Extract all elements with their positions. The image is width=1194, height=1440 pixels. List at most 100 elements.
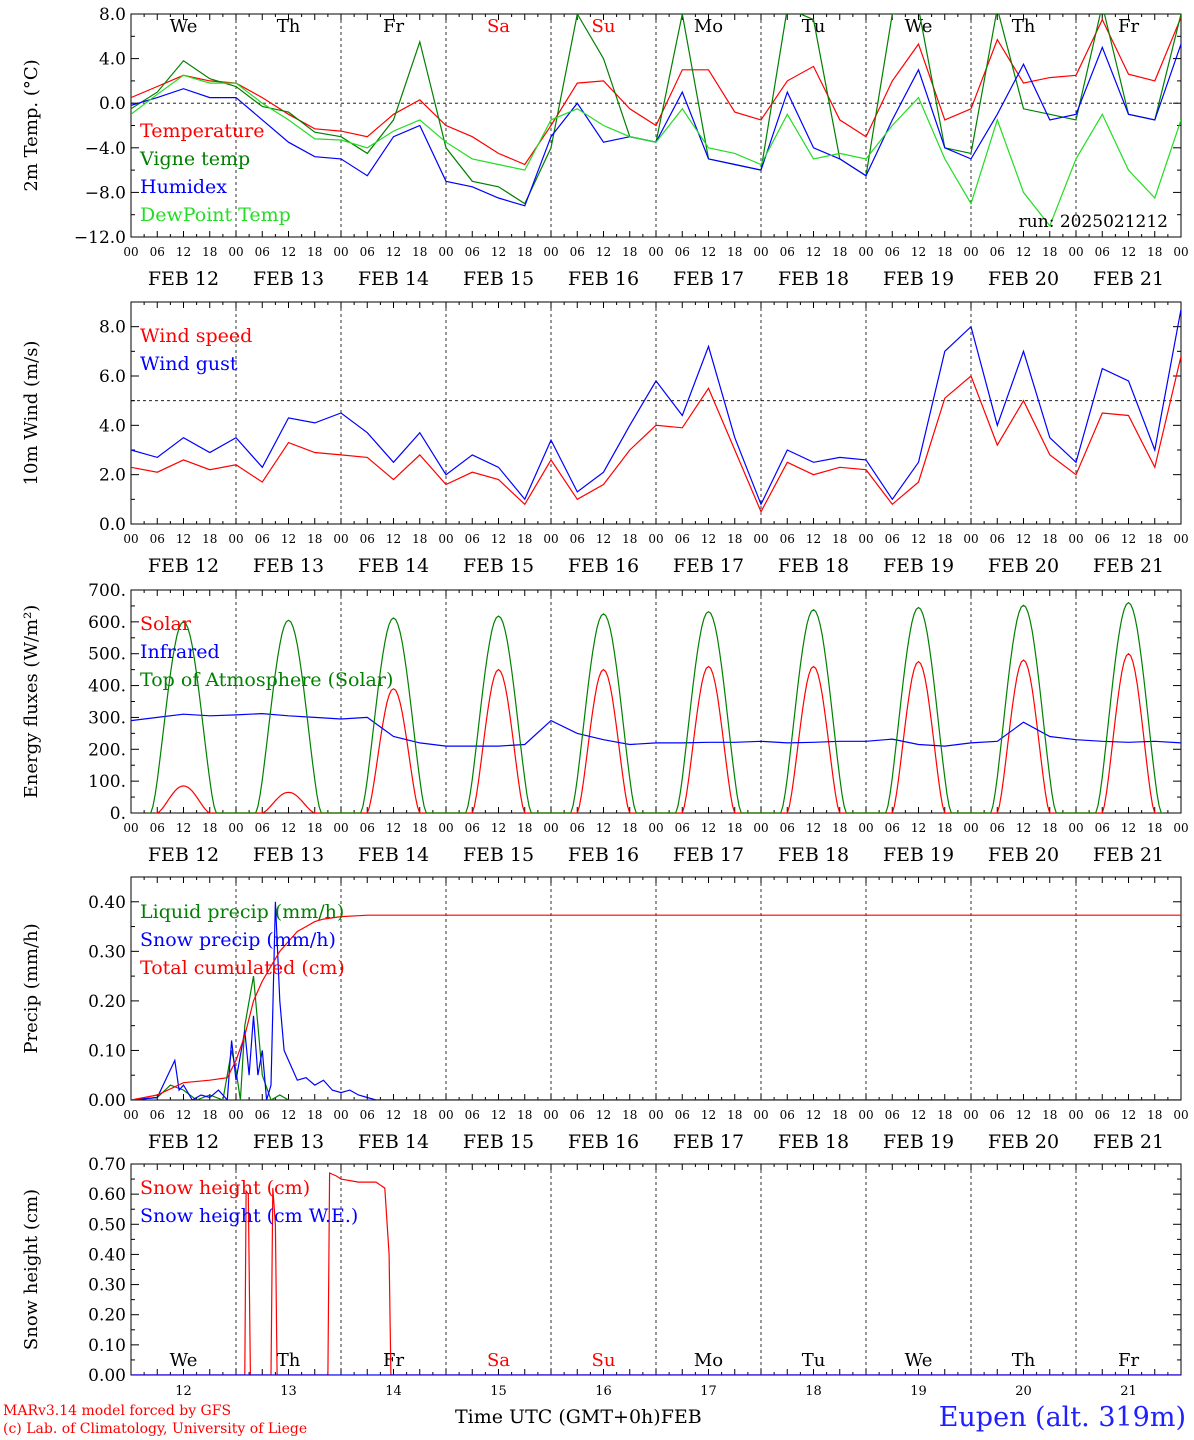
date-label: FEB 12 <box>148 555 219 577</box>
hour-tick-label: 06 <box>465 1108 480 1122</box>
hour-tick-label: 18 <box>622 245 637 259</box>
hour-tick-label: 12 <box>1016 1108 1031 1122</box>
hour-tick-label: 00 <box>1068 532 1083 546</box>
hour-tick-label: 18 <box>517 821 532 835</box>
hour-tick-label: 18 <box>307 245 322 259</box>
weekday-label: We <box>170 16 198 37</box>
series-line-snow-precip-mm-h <box>131 901 1181 1100</box>
hour-tick-label: 00 <box>228 1108 243 1122</box>
hour-tick-label: 12 <box>386 821 401 835</box>
hour-tick-label: 06 <box>1095 821 1110 835</box>
hour-tick-label: 12 <box>176 532 191 546</box>
hour-tick-label: 06 <box>675 245 690 259</box>
hour-tick-label: 18 <box>517 1108 532 1122</box>
hour-tick-label: 18 <box>517 532 532 546</box>
y-tick-label: 300. <box>88 708 126 728</box>
hour-tick-label: 18 <box>832 245 847 259</box>
hour-tick-label: 12 <box>176 821 191 835</box>
hour-tick-label: 06 <box>1095 245 1110 259</box>
y-tick-label: 0. <box>110 804 126 824</box>
hour-tick-label: 18 <box>412 532 427 546</box>
hour-tick-label: 12 <box>596 532 611 546</box>
hour-tick-label: 12 <box>1016 532 1031 546</box>
weekday-label: Tu <box>802 1350 826 1371</box>
weekday-label: Th <box>1012 16 1036 37</box>
date-label: FEB 12 <box>148 268 219 290</box>
date-label: FEB 19 <box>883 268 954 290</box>
date-label: FEB 18 <box>778 268 849 290</box>
date-label: FEB 14 <box>358 1131 429 1153</box>
hour-tick-label: 12 <box>386 245 401 259</box>
weekday-label: Sa <box>487 1350 510 1371</box>
legend-entry: Wind gust <box>140 353 238 375</box>
day-number-label: 14 <box>385 1384 402 1399</box>
legend-entry: Snow height (cm W.E.) <box>140 1205 358 1227</box>
hour-tick-label: 18 <box>1042 532 1057 546</box>
hour-tick-label: 12 <box>386 532 401 546</box>
hour-tick-label: 18 <box>1042 245 1057 259</box>
date-label: FEB 21 <box>1093 555 1164 577</box>
day-number-label: 12 <box>175 1384 192 1399</box>
hour-tick-label: 00 <box>648 245 663 259</box>
date-label: FEB 17 <box>673 1131 744 1153</box>
hour-tick-label: 06 <box>990 821 1005 835</box>
series-line-temperature <box>131 17 1181 166</box>
y-tick-label: 6.0 <box>99 367 126 387</box>
date-label: FEB 17 <box>673 268 744 290</box>
y-tick-label: 0.50 <box>88 1215 126 1235</box>
hour-tick-label: 12 <box>176 245 191 259</box>
hour-tick-label: 12 <box>281 245 296 259</box>
hour-tick-label: 00 <box>963 1108 978 1122</box>
hour-tick-label: 00 <box>1173 245 1188 259</box>
legend-entry: Vigne temp <box>139 148 250 170</box>
hour-tick-label: 12 <box>911 821 926 835</box>
hour-tick-label: 00 <box>753 1108 768 1122</box>
hour-tick-label: 12 <box>911 245 926 259</box>
hour-tick-label: 18 <box>1042 1108 1057 1122</box>
hour-tick-label: 00 <box>123 245 138 259</box>
hour-tick-label: 12 <box>176 1108 191 1122</box>
hour-tick-label: 18 <box>1042 821 1057 835</box>
hour-tick-label: 00 <box>963 821 978 835</box>
weekday-label: Fr <box>383 1350 404 1371</box>
hour-tick-label: 12 <box>1121 1108 1136 1122</box>
hour-tick-label: 12 <box>1121 245 1136 259</box>
y-tick-label: 0.00 <box>88 1091 126 1111</box>
series-line-wind-speed <box>131 356 1181 514</box>
y-axis-label: 10m Wind (m/s) <box>21 341 42 486</box>
y-tick-label: 500. <box>88 645 126 665</box>
hour-tick-label: 12 <box>596 1108 611 1122</box>
hour-tick-label: 00 <box>753 821 768 835</box>
date-label: FEB 15 <box>463 1131 534 1153</box>
day-number-label: 19 <box>910 1384 927 1399</box>
hour-tick-label: 00 <box>438 1108 453 1122</box>
date-label: FEB 20 <box>988 844 1059 866</box>
weekday-label: Mo <box>694 1350 723 1371</box>
hour-tick-label: 18 <box>307 1108 322 1122</box>
hour-tick-label: 06 <box>150 245 165 259</box>
legend-entry: Top of Atmosphere (Solar) <box>140 669 393 691</box>
legend-entry: Snow height (cm) <box>140 1177 310 1199</box>
y-tick-label: −4.0 <box>85 139 126 159</box>
hour-tick-label: 06 <box>465 532 480 546</box>
series-line-top-of-atmosphere-solar <box>148 601 1164 813</box>
hour-tick-label: 18 <box>727 532 742 546</box>
hour-tick-label: 00 <box>1173 1108 1188 1122</box>
model-credit: MARv3.14 model forced by GFS <box>3 1403 232 1419</box>
date-label: FEB 20 <box>988 268 1059 290</box>
date-label: FEB 13 <box>253 555 324 577</box>
hour-tick-label: 00 <box>438 245 453 259</box>
hour-tick-label: 12 <box>1016 245 1031 259</box>
hour-tick-label: 12 <box>1121 532 1136 546</box>
hour-tick-label: 00 <box>1173 532 1188 546</box>
weekday-label: Fr <box>383 16 404 37</box>
hour-tick-label: 12 <box>1121 821 1136 835</box>
weekday-label: Th <box>1012 1350 1036 1371</box>
hour-tick-label: 18 <box>1147 532 1162 546</box>
hour-tick-label: 18 <box>727 821 742 835</box>
hour-tick-label: 18 <box>517 245 532 259</box>
location-label: Eupen (alt. 319m) <box>938 1402 1186 1433</box>
hour-tick-label: 00 <box>228 821 243 835</box>
hour-tick-label: 12 <box>596 821 611 835</box>
panel-2: 8.0 6.0 4.0 2.0 0.0 10m Wind (m/s) 00 06 12 18 FEB… <box>21 301 1189 577</box>
